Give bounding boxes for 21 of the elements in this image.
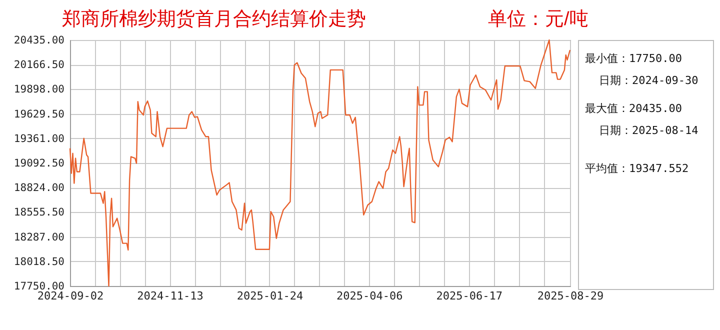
chart-title: 郑商所棉纱期货首月合约结算价走势: [62, 8, 366, 32]
y-tick-label: 20166.50: [14, 59, 64, 72]
x-tick-label: 2024-11-13: [137, 290, 204, 302]
y-tick-label: 18287.00: [14, 231, 64, 244]
y-tick-label: 18555.50: [14, 206, 64, 219]
y-tick-label: 19898.00: [14, 84, 64, 96]
line-series: [69, 39, 571, 287]
y-tick-label: 19629.50: [14, 108, 64, 120]
y-tick-label: 19361.00: [14, 132, 64, 145]
x-tick-label: 2025-04-06: [336, 290, 403, 302]
x-tick-label: 2024-09-02: [37, 290, 104, 302]
y-tick-label: 20435.00: [14, 34, 64, 46]
y-tick-label: 19092.50: [14, 158, 64, 170]
x-tick-label: 2025-06-17: [436, 290, 503, 302]
x-tick-label: 2025-01-24: [236, 290, 304, 302]
x-tick-label: 2025-08-29: [537, 290, 604, 302]
info-panel: 最小值：17750.00 日期：2024-09-30 最大值：20435.00 日期：2025-08-14 平均值：19347.552: [578, 40, 714, 290]
y-tick-label: 18018.50: [14, 256, 64, 268]
text: 单位：元/吨: [488, 8, 588, 32]
y-tick-label: 18824.00: [14, 182, 64, 194]
y-tick-label: 17750.00: [14, 280, 64, 292]
